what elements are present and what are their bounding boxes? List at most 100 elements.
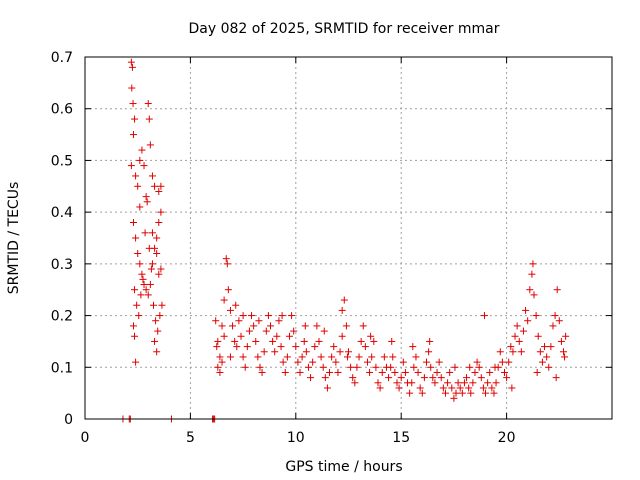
data-point [519,327,527,335]
data-point [552,374,560,382]
data-point [264,312,272,320]
x-tick-label: 15 [392,430,410,446]
data-point [313,322,321,330]
data-point [153,250,161,258]
data-point [473,358,481,366]
data-point [513,322,521,330]
data-point [340,296,348,304]
data-point [127,162,135,170]
data-point [142,286,150,294]
data-point [448,384,456,392]
data-point [147,265,155,273]
data-point [150,301,158,309]
data-point [269,337,277,345]
data-point [338,332,346,340]
data-point [378,368,386,376]
data-point [131,115,139,123]
data-point [353,363,361,371]
data-point [232,301,240,309]
data-point [466,363,474,371]
data-point [547,343,555,351]
data-point [243,343,251,351]
data-point [370,337,378,345]
data-point [336,348,344,356]
data-point [139,275,147,283]
data-point [517,348,525,356]
data-point [486,368,494,376]
data-point [427,363,435,371]
data-point [484,379,492,387]
data-point [226,353,234,361]
data-point [285,332,293,340]
data-point [155,270,163,278]
data-point [213,343,221,351]
x-tick-labels: 0 5 10 15 20 [81,430,516,446]
data-point [294,358,302,366]
data-point [456,384,464,392]
data-point [490,389,498,397]
data-point [409,343,417,351]
data-point [534,332,542,340]
data-point [420,374,428,382]
data-point [515,337,523,345]
data-point [226,306,234,314]
data-point [131,332,139,340]
data-point [372,363,380,371]
data-point [444,379,452,387]
data-point [155,218,163,226]
data-point [469,379,477,387]
data-point [146,141,154,149]
data-point [152,317,160,325]
y-tick-label: 0.2 [51,309,73,325]
data-point [229,322,237,330]
data-point [255,317,263,325]
data-point [279,358,287,366]
y-tick-label: 0 [64,412,73,428]
data-point [330,343,338,351]
data-point [307,374,315,382]
data-point [135,312,143,320]
data-point [129,131,137,139]
y-tick-labels: 0 0.1 0.2 0.3 0.4 0.5 0.6 0.7 [51,50,73,428]
data-point [555,317,563,325]
data-point [511,332,519,340]
data-point [241,363,249,371]
data-point [343,353,351,361]
data-point [328,353,336,361]
x-tick-label: 10 [287,430,305,446]
data-point [491,363,499,371]
data-point [148,229,156,237]
data-point [239,312,247,320]
data-point [406,389,414,397]
data-point [231,337,239,345]
plot-frame [84,56,613,420]
data-point [239,353,247,361]
data-point [477,374,485,382]
data-point [140,162,148,170]
data-point [425,348,433,356]
x-tick-label: 5 [186,430,195,446]
data-point [451,363,459,371]
data-point [302,348,310,356]
data-point [349,374,357,382]
data-point [479,384,487,392]
data-point [156,312,164,320]
data-point [441,389,449,397]
y-tick-label: 0.1 [51,360,73,376]
data-point [132,358,140,366]
data-point [437,374,445,382]
data-point [452,389,460,397]
data-point [450,394,458,402]
data-point [309,358,317,366]
data-point [262,327,270,335]
data-point [252,337,260,345]
data-point [351,379,359,387]
data-point [216,353,224,361]
data-point [359,322,367,330]
data-point [129,322,137,330]
data-point [323,384,331,392]
data-point [281,368,289,376]
data-point [134,250,142,258]
data-point [416,384,424,392]
data-point [526,286,534,294]
